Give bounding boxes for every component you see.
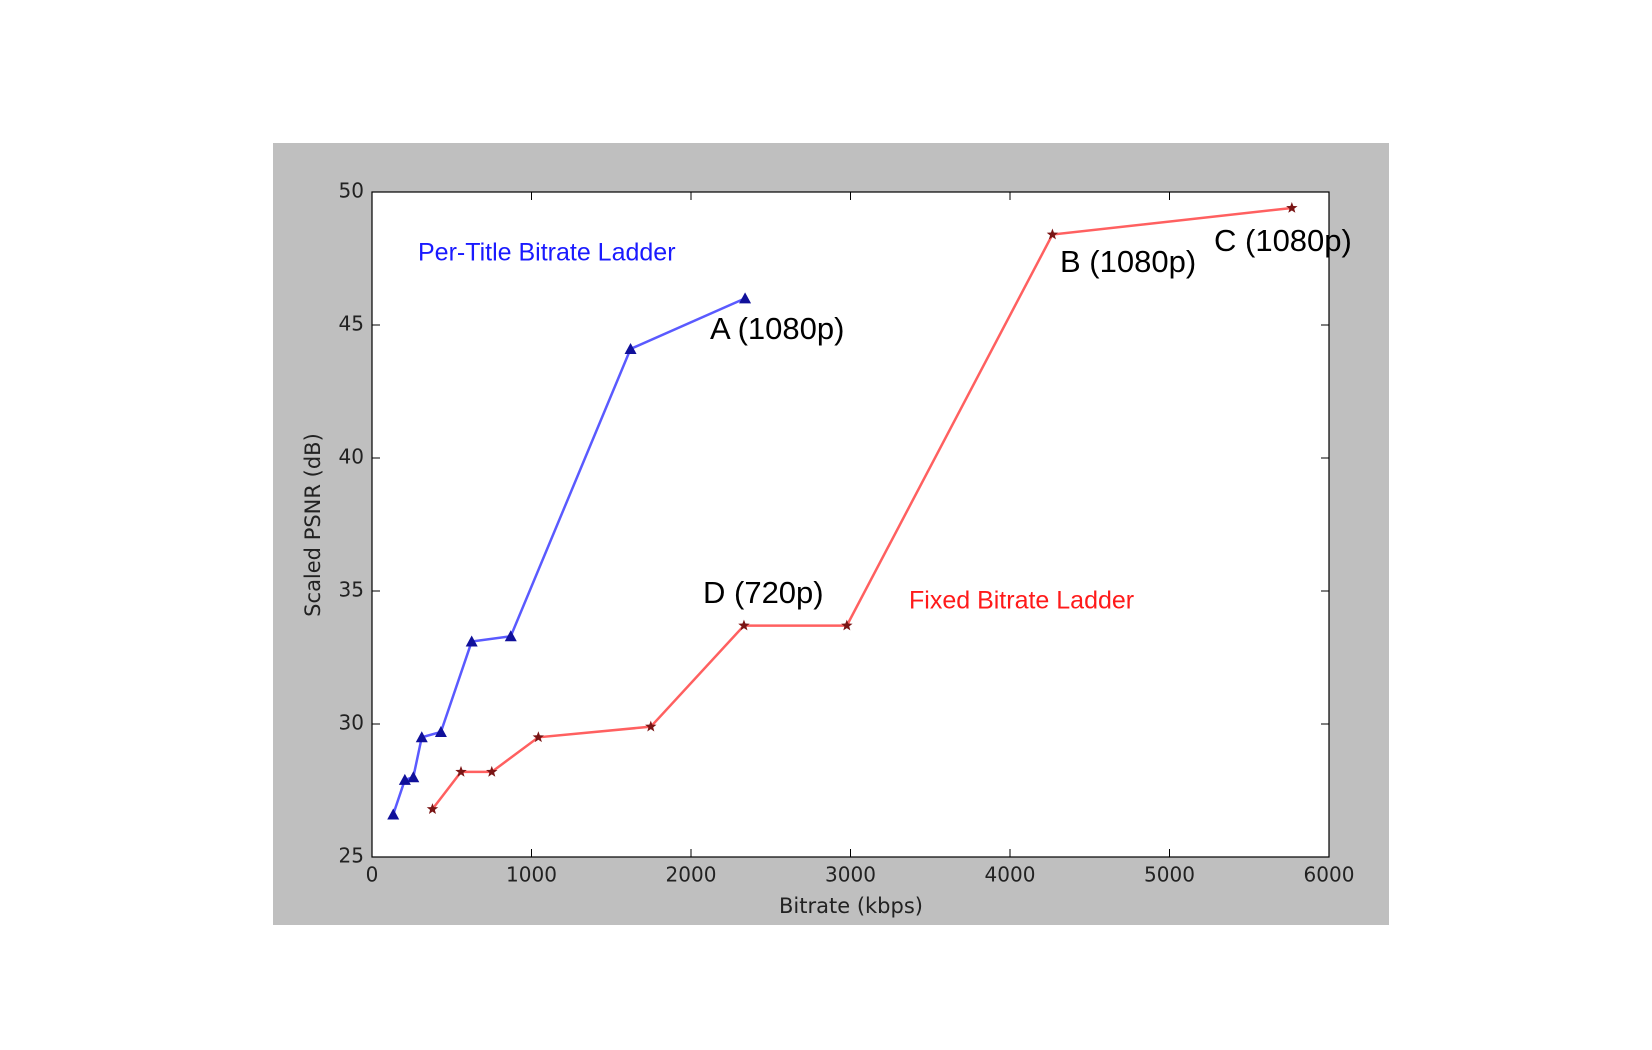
point-marker [738, 619, 750, 631]
point-marker [387, 808, 400, 820]
x-tick-label: 6000 [1304, 863, 1355, 887]
point-marker [624, 342, 637, 354]
x-tick-label: 2000 [666, 863, 717, 887]
y-tick-label: 40 [339, 445, 364, 469]
y-tick-label: 25 [339, 844, 364, 868]
point-marker [841, 619, 853, 631]
point-marker [415, 731, 428, 743]
point-marker [1286, 201, 1298, 213]
point-marker [455, 765, 467, 777]
point-marker [426, 803, 439, 814]
point-marker [407, 771, 420, 783]
point-marker [1046, 228, 1059, 240]
y-tick-label: 30 [339, 711, 364, 735]
y-tick-label: 45 [339, 312, 364, 336]
annotation: A (1080p) [710, 311, 844, 346]
point-marker [645, 720, 657, 732]
x-tick-label: 4000 [985, 863, 1036, 887]
series-label: Fixed Bitrate Ladder [909, 587, 1134, 615]
x-tick-label: 1000 [506, 863, 557, 887]
x-tick-label: 3000 [825, 863, 876, 887]
annotation: B (1080p) [1060, 244, 1196, 279]
x-axis-label: Bitrate (kbps) [779, 894, 923, 918]
x-tick-label: 5000 [1144, 863, 1195, 887]
point-marker [504, 630, 517, 642]
point-marker [739, 292, 752, 304]
annotation: C (1080p) [1214, 223, 1352, 258]
point-marker [532, 731, 545, 743]
plot-area [372, 192, 1329, 857]
point-marker [434, 725, 447, 737]
x-tick-label: 0 [366, 863, 379, 887]
series-label: Per-Title Bitrate Ladder [418, 239, 676, 267]
annotation: D (720p) [703, 575, 824, 610]
point-marker [465, 635, 478, 647]
y-axis-label: Scaled PSNR (dB) [301, 433, 325, 617]
y-tick-label: 50 [339, 179, 364, 203]
point-marker [486, 765, 498, 777]
y-tick-label: 35 [339, 578, 364, 602]
plot-frame [371, 191, 1330, 858]
